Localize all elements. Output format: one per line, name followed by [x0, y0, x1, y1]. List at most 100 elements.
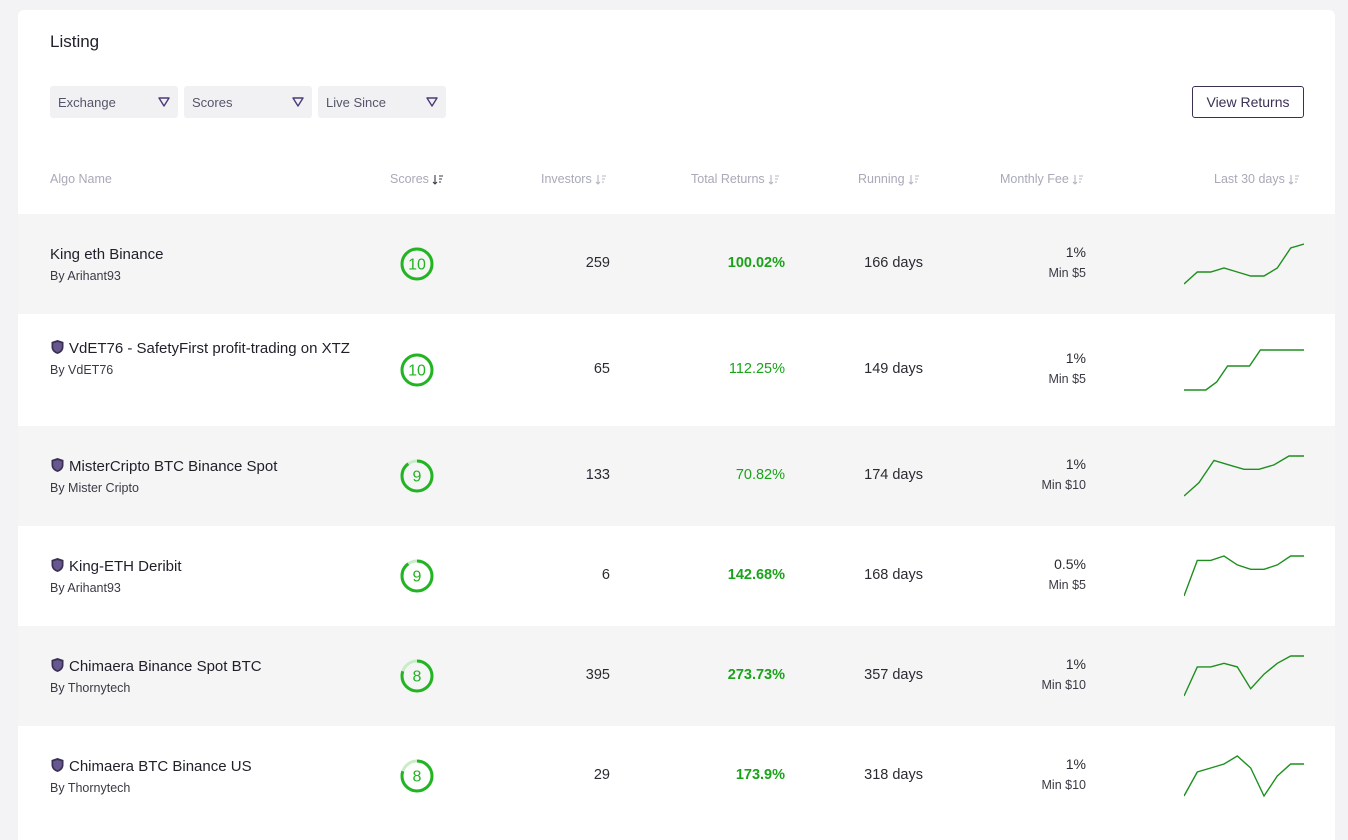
verified-shield-icon — [51, 758, 64, 772]
score-ring-arc — [400, 247, 434, 281]
score-badge: 8 — [400, 659, 434, 693]
sort-icon — [908, 174, 919, 185]
algo-name-link[interactable]: King eth Binance — [50, 243, 350, 267]
running-days: 168 days — [864, 567, 923, 583]
algo-cell: King-ETH Deribit By Arihant93 — [50, 555, 350, 595]
sparkline-line — [1184, 243, 1304, 285]
score-ring-arc — [400, 353, 434, 387]
column-label: Algo Name — [50, 172, 112, 186]
algo-cell: King eth Binance By Arihant93 — [50, 243, 350, 283]
algo-name-link[interactable]: VdET76 - SafetyFirst profit-trading on X… — [50, 337, 350, 361]
sort-icon — [768, 174, 779, 185]
score-ring-arc — [400, 659, 434, 693]
investors-count: 395 — [585, 667, 610, 683]
score-value: 9 — [413, 469, 422, 486]
sparkline-line — [1184, 349, 1304, 391]
algo-name: MisterCripto BTC Binance Spot — [69, 458, 278, 475]
fee-minimum: Min $5 — [1048, 578, 1086, 592]
fee-percent: 1% — [1065, 656, 1086, 672]
sparkline-line — [1184, 455, 1304, 497]
verified-shield-icon — [51, 658, 64, 672]
algo-author: By Thornytech — [50, 781, 131, 795]
fee-minimum: Min $5 — [1048, 372, 1086, 386]
total-returns: 173.9% — [735, 767, 785, 783]
verified-shield-icon — [51, 340, 64, 354]
fee-percent: 1% — [1065, 244, 1086, 260]
column-header-last-30-days[interactable]: Last 30 days — [1214, 172, 1300, 186]
filter-label: Exchange — [58, 94, 116, 110]
total-returns: 70.82% — [735, 467, 785, 483]
column-header-scores[interactable]: Scores — [390, 172, 444, 186]
score-value: 8 — [413, 669, 422, 686]
investors-count: 133 — [585, 467, 610, 483]
algo-table-body: King eth Binance By Arihant93 10 259 100.02%… — [18, 214, 1335, 826]
investors-count: 6 — [601, 567, 610, 583]
fee-minimum: Min $10 — [1041, 778, 1086, 792]
score-badge: 10 — [400, 353, 434, 387]
column-label: Monthly Fee — [1000, 172, 1069, 186]
score-ring-arc — [400, 759, 434, 793]
verified-shield-icon — [51, 558, 64, 572]
table-row[interactable]: Chimaera BTC Binance US By Thornytech 8 29 1… — [18, 726, 1335, 826]
score-badge: 10 — [400, 247, 434, 281]
algo-name: King eth Binance — [50, 246, 164, 263]
sort-icon — [595, 174, 606, 185]
table-row[interactable]: King eth Binance By Arihant93 10 259 100.02%… — [18, 214, 1335, 314]
fee-percent: 1% — [1065, 350, 1086, 366]
table-row[interactable]: VdET76 - SafetyFirst profit-trading on X… — [18, 314, 1335, 426]
score-badge: 8 — [400, 759, 434, 793]
column-header-total-returns[interactable]: Total Returns — [691, 172, 780, 186]
total-returns: 112.25% — [728, 361, 785, 377]
column-header-running[interactable]: Running — [858, 172, 920, 186]
algo-author: By Mister Cripto — [50, 481, 139, 495]
investors-count: 29 — [593, 767, 610, 783]
listing-card: Listing Exchange Scores Live Since View … — [18, 10, 1335, 840]
filter-exchange[interactable]: Exchange — [50, 86, 178, 118]
algo-cell: MisterCripto BTC Binance Spot By Mister C… — [50, 455, 350, 495]
running-days: 318 days — [864, 767, 923, 783]
fee-minimum: Min $10 — [1041, 478, 1086, 492]
algo-name-link[interactable]: King-ETH Deribit — [50, 555, 350, 579]
algo-author: By VdET76 — [50, 363, 114, 377]
fee-percent: 1% — [1065, 756, 1086, 772]
algo-name-link[interactable]: Chimaera Binance Spot BTC — [50, 655, 350, 679]
monthly-fee-cell: 1% Min $5 — [1048, 244, 1086, 280]
view-returns-button[interactable]: View Returns — [1192, 86, 1304, 118]
column-label: Total Returns — [691, 172, 765, 186]
investors-count: 65 — [593, 361, 610, 377]
investors-count: 259 — [585, 255, 610, 271]
score-badge: 9 — [400, 459, 434, 493]
table-row[interactable]: King-ETH Deribit By Arihant93 9 6 142.68% 168… — [18, 526, 1335, 626]
column-label: Running — [858, 172, 905, 186]
filter-bar: Exchange Scores Live Since — [50, 86, 446, 118]
algo-name: King-ETH Deribit — [69, 558, 182, 575]
score-value: 10 — [408, 257, 426, 274]
sort-icon — [432, 174, 443, 185]
score-ring-arc — [400, 459, 434, 493]
column-header-monthly-fee[interactable]: Monthly Fee — [1000, 172, 1084, 186]
algo-cell: Chimaera BTC Binance US By Thornytech — [50, 755, 350, 795]
monthly-fee-cell: 1% Min $10 — [1042, 456, 1086, 492]
fee-percent: 0.5% — [1054, 556, 1086, 572]
algo-author: By Arihant93 — [50, 269, 121, 283]
sort-icon — [1072, 174, 1083, 185]
fee-percent: 1% — [1065, 456, 1086, 472]
returns-sparkline — [1184, 243, 1304, 285]
table-row[interactable]: Chimaera Binance Spot BTC By Thornytech 8 3… — [18, 626, 1335, 726]
returns-sparkline — [1184, 455, 1304, 497]
algo-name-link[interactable]: MisterCripto BTC Binance Spot — [50, 455, 350, 479]
table-row[interactable]: MisterCripto BTC Binance Spot By Mister C… — [18, 426, 1335, 526]
column-label: Last 30 days — [1214, 172, 1285, 186]
returns-sparkline — [1184, 755, 1304, 798]
column-label: Investors — [541, 172, 592, 186]
sparkline-line — [1184, 755, 1304, 798]
total-returns: 100.02% — [727, 255, 785, 271]
running-days: 149 days — [864, 361, 923, 377]
filter-live-since[interactable]: Live Since — [318, 86, 446, 118]
filter-scores[interactable]: Scores — [184, 86, 312, 118]
algo-name: Chimaera Binance Spot BTC — [69, 658, 262, 675]
algo-cell: VdET76 - SafetyFirst profit-trading on X… — [50, 337, 350, 377]
algo-name-link[interactable]: Chimaera BTC Binance US — [50, 755, 350, 779]
column-header-investors[interactable]: Investors — [541, 172, 607, 186]
score-badge: 9 — [400, 559, 434, 593]
